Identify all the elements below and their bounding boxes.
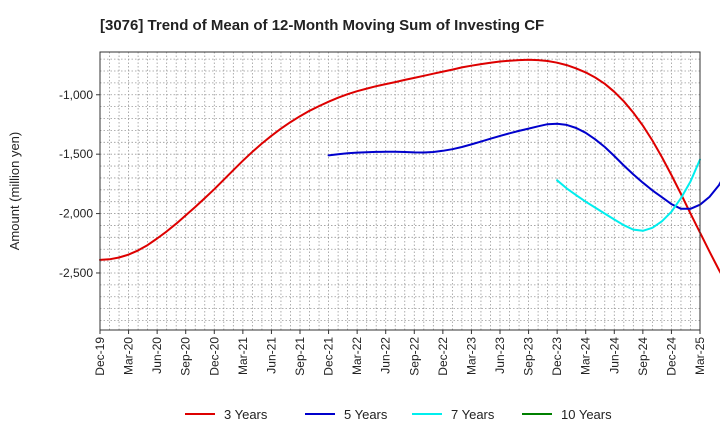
x-tick-label: Mar-22 [350, 337, 364, 375]
x-tick-label: Jun-21 [264, 337, 278, 374]
x-ticks: Dec-19 Mar-20 Jun-20 Sep-20 Dec-20 Mar-21 Jun-… [93, 330, 707, 376]
y-tick-label: -2,500 [59, 266, 93, 280]
x-tick-label: Dec-21 [322, 337, 336, 376]
grid [100, 52, 700, 330]
plot-border [99, 51, 701, 331]
x-tick-label: Mar-20 [122, 337, 136, 375]
x-tick-label: Sep-20 [179, 337, 193, 376]
series-line-1 [99, 58, 720, 274]
y-tick-label: -1,000 [59, 88, 93, 102]
x-tick-label: Dec-23 [550, 337, 564, 376]
x-tick-label: Mar-23 [464, 337, 478, 375]
x-tick-label: Sep-23 [522, 337, 536, 376]
x-tick-label: Sep-21 [293, 337, 307, 376]
x-tick-label: Dec-24 [664, 337, 678, 376]
legend-label-2: 5 Years [344, 407, 388, 422]
x-tick-label: Jun-20 [150, 337, 164, 374]
x-tick-label: Mar-24 [579, 337, 593, 375]
legend-label-4: 10 Years [561, 407, 612, 422]
x-tick-label: Mar-21 [236, 337, 250, 375]
x-tick-label: Dec-20 [207, 337, 221, 376]
series-layer [99, 58, 720, 274]
x-tick-label: Jun-22 [379, 337, 393, 374]
y-tick-label: -1,500 [59, 147, 93, 161]
x-tick-label: Jun-24 [607, 337, 621, 374]
y-axis-label: Amount (million yen) [7, 132, 22, 251]
legend: 3 Years 5 Years 7 Years 10 Years [185, 407, 612, 422]
x-tick-label: Mar-25 [693, 337, 707, 375]
x-tick-label: Dec-19 [93, 337, 107, 376]
x-tick-label: Sep-24 [636, 337, 650, 376]
legend-label-1: 3 Years [224, 407, 268, 422]
series-line-3 [556, 158, 701, 232]
y-tick-label: -2,000 [59, 207, 93, 221]
plot-area [100, 52, 700, 330]
x-tick-label: Dec-22 [436, 337, 450, 376]
legend-label-3: 7 Years [451, 407, 495, 422]
x-tick-label: Jun-23 [493, 337, 507, 374]
y-ticks: -1,000 -1,500 -2,000 -2,500 [59, 88, 100, 280]
chart-title: [3076] Trend of Mean of 12-Month Moving … [100, 17, 544, 34]
x-tick-label: Sep-22 [407, 337, 421, 376]
series-line-2 [327, 122, 720, 210]
